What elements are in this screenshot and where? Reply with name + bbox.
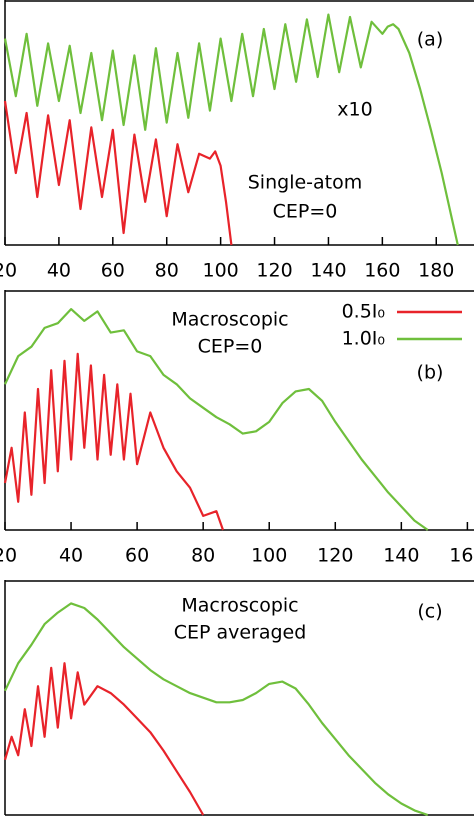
series-line bbox=[4, 308, 429, 531]
x-tick-label: 180 bbox=[418, 260, 454, 282]
x-tick-label: 60 bbox=[125, 545, 149, 567]
x-tick-label: 20 bbox=[0, 260, 17, 282]
series-line bbox=[3, 662, 205, 816]
x-tick-label: 140 bbox=[310, 260, 346, 282]
panel-label: (c) bbox=[417, 601, 442, 623]
annotation: Macroscopic bbox=[171, 309, 288, 331]
series-line bbox=[3, 352, 225, 531]
x-tick-label: 100 bbox=[202, 260, 238, 282]
annotation: CEP=0 bbox=[273, 201, 338, 223]
annotation: CEP=0 bbox=[198, 336, 263, 358]
x-tick-label: 100 bbox=[251, 545, 287, 567]
x-tick-label: 20 bbox=[0, 545, 17, 567]
series-line bbox=[3, 13, 459, 246]
x-tick-label: 160 bbox=[449, 545, 474, 567]
series-line bbox=[4, 602, 429, 817]
legend-label: 0.5I₀ bbox=[342, 301, 385, 323]
panel-label: (a) bbox=[417, 29, 443, 51]
series-line bbox=[3, 100, 233, 246]
x-tick-label: 120 bbox=[317, 545, 353, 567]
x-tick-label: 40 bbox=[47, 260, 71, 282]
x-tick-label: 60 bbox=[101, 260, 125, 282]
annotation: x10 bbox=[337, 99, 372, 121]
x-tick-label: 80 bbox=[155, 260, 179, 282]
annotation: CEP averaged bbox=[174, 622, 307, 644]
x-tick-label: 120 bbox=[256, 260, 292, 282]
annotation: Single-atom bbox=[248, 172, 363, 194]
annotation: Macroscopic bbox=[181, 595, 298, 617]
legend-label: 1.0I₀ bbox=[342, 328, 385, 350]
x-tick-label: 80 bbox=[191, 545, 215, 567]
x-tick-label: 40 bbox=[59, 545, 83, 567]
x-tick-label: 140 bbox=[383, 545, 419, 567]
panel-label: (b) bbox=[417, 362, 444, 384]
x-tick-label: 160 bbox=[364, 260, 400, 282]
